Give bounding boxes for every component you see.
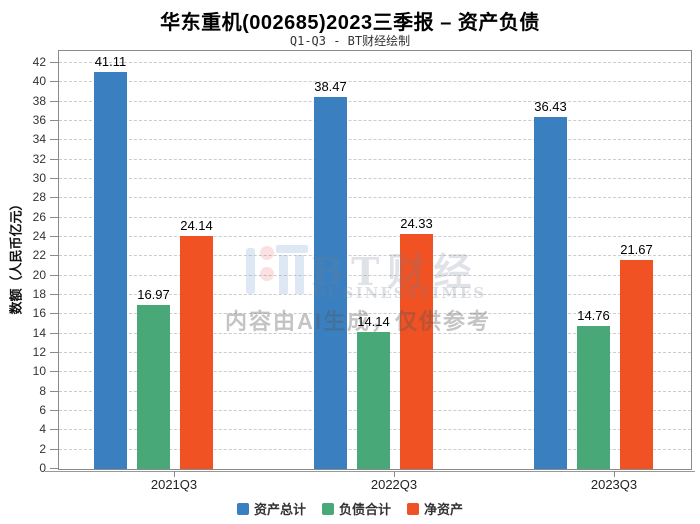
y-tick-mark: [50, 390, 58, 392]
bar-负债合计-2021Q3: [137, 304, 170, 469]
x-tick-mark: [614, 471, 615, 477]
x-tick-label: 2021Q3: [150, 477, 198, 492]
y-tick-label: 34: [32, 132, 46, 147]
gridline: [59, 294, 691, 295]
y-tick-mark: [50, 294, 58, 295]
y-tick-label: 0: [39, 461, 46, 475]
y-tick-mark: [50, 158, 58, 160]
gridline: [59, 178, 691, 179]
x-tick-mark: [394, 471, 395, 477]
bar-资产总计-2021Q3: [94, 71, 127, 469]
y-tick-mark: [50, 216, 58, 218]
legend-item-净资产: 净资产: [407, 499, 463, 518]
y-tick-label: 30: [32, 171, 46, 185]
y-tick-mark: [50, 313, 58, 315]
watermark-logo-pi-top-icon: [276, 245, 308, 253]
legend-label: 净资产: [424, 502, 464, 517]
bar-资产总计-2023Q3: [534, 116, 567, 469]
legend-item-负债合计: 负债合计: [321, 499, 391, 518]
y-tick-mark: [50, 197, 58, 199]
y-tick-mark: [50, 468, 58, 469]
y-tick-label: 42: [32, 55, 46, 69]
gridline: [59, 62, 691, 63]
y-tick-label: 20: [32, 267, 46, 282]
legend-swatch: [407, 502, 419, 515]
y-tick-mark: [50, 62, 58, 63]
bar-value-label: 36.43: [534, 98, 567, 114]
bar-value-label: 14.14: [357, 314, 390, 330]
x-tick-mark: [174, 471, 175, 477]
y-tick-mark: [50, 81, 58, 83]
y-tick-label: 4: [39, 422, 46, 437]
bar-净资产-2023Q3: [620, 259, 653, 469]
gridline: [59, 313, 691, 315]
bar-value-label: 16.97: [137, 286, 170, 302]
bar-value-label: 14.76: [577, 308, 610, 324]
y-tick-label: 6: [39, 403, 46, 417]
x-tick-label: 2023Q3: [590, 477, 638, 492]
bar-净资产-2022Q3: [400, 233, 433, 469]
y-tick-label: 12: [32, 345, 46, 359]
y-tick-label: 38: [32, 93, 46, 108]
legend-swatch: [321, 502, 334, 515]
gridline: [59, 139, 691, 141]
legend-swatch: [236, 502, 249, 515]
x-tick-label: 2022Q3: [370, 477, 418, 492]
y-tick-mark: [50, 274, 58, 276]
bar-value-label: 21.67: [620, 241, 653, 257]
plot-area: BT财经 BUSINESSTIMES 内容由AI生成，仅供参考 41.11 16.…: [58, 50, 692, 470]
y-tick-label: 28: [32, 190, 46, 205]
legend-label: 资产总计: [253, 502, 306, 517]
y-tick-label: 32: [32, 151, 46, 166]
y-tick-mark: [50, 236, 58, 237]
y-tick-label: 18: [32, 287, 46, 301]
y-tick-label: 36: [32, 113, 46, 127]
y-tick-mark: [50, 332, 58, 334]
y-tick-mark: [50, 120, 58, 121]
y-tick-mark: [50, 139, 58, 141]
y-tick-mark: [50, 371, 58, 373]
x-axis-line: [45, 471, 695, 472]
legend-item-资产总计: 资产总计: [236, 499, 306, 518]
bar-value-label: 24.33: [400, 215, 433, 231]
gridline: [59, 158, 691, 160]
y-tick-mark: [50, 178, 58, 179]
y-tick-mark: [50, 255, 58, 257]
legend-label: 负债合计: [338, 502, 391, 517]
bar-净资产-2021Q3: [180, 235, 213, 469]
y-tick-label: 10: [32, 364, 46, 379]
gridline: [59, 197, 691, 199]
gridline: [59, 236, 691, 237]
chart-subtitle: Q1-Q3 - BT财经绘制: [289, 34, 411, 48]
gridline: [59, 120, 691, 121]
y-tick-label: 16: [32, 306, 46, 321]
gridline: [59, 255, 691, 257]
y-tick-label: 22: [32, 248, 46, 263]
gridline: [59, 100, 691, 102]
bar-负债合计-2023Q3: [577, 326, 610, 469]
y-tick-label: 2: [39, 441, 46, 456]
gridline: [59, 274, 691, 276]
y-tick-label: 24: [32, 229, 46, 243]
chart-title: 华东重机(002685)2023三季报 – 资产负债: [160, 12, 540, 34]
gridline: [59, 81, 691, 83]
bar-资产总计-2022Q3: [314, 97, 347, 469]
y-tick-mark: [50, 100, 58, 102]
gridline: [59, 216, 691, 218]
y-tick-label: 26: [32, 209, 46, 224]
y-tick-label: 14: [32, 325, 46, 340]
y-tick-label: 8: [39, 383, 46, 398]
y-tick-label: 40: [32, 74, 46, 89]
y-tick-mark: [50, 410, 58, 411]
y-tick-mark: [50, 448, 58, 450]
bar-负债合计-2022Q3: [357, 332, 390, 469]
y-tick-mark: [50, 352, 58, 353]
bar-value-label: 24.14: [180, 217, 213, 233]
watermark-logo-dot-icon: [260, 246, 274, 260]
y-tick-mark: [50, 429, 58, 431]
bar-value-label: 38.47: [314, 79, 347, 95]
bar-value-label: 41.11: [94, 53, 127, 69]
legend: 资产总计 负债合计 净资产: [0, 499, 700, 518]
